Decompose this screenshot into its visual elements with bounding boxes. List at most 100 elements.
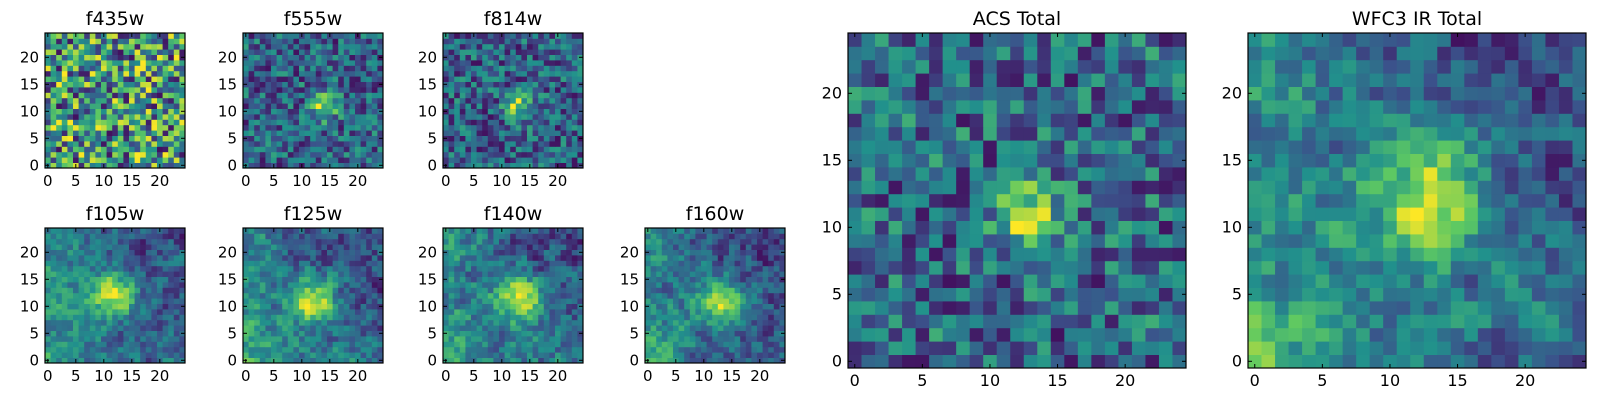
heatmap-cell <box>243 146 249 153</box>
heatmap-cell <box>327 87 333 93</box>
heatmap-cell <box>1091 301 1106 315</box>
heatmap-cell <box>129 303 135 310</box>
heatmap-cell <box>667 298 674 304</box>
heatmap-cell <box>521 292 528 299</box>
heatmap-cell <box>304 162 311 169</box>
heatmap-cell <box>566 130 573 136</box>
heatmap-cell <box>276 141 283 147</box>
heatmap-cell <box>61 92 68 99</box>
heatmap-cell <box>145 141 152 147</box>
heatmap-cell <box>723 341 730 348</box>
heatmap-cell <box>168 309 175 315</box>
heatmap-cell <box>265 309 272 315</box>
heatmap-cell <box>287 65 294 72</box>
heatmap-cell <box>493 103 500 109</box>
heatmap-cell <box>321 341 328 348</box>
heatmap-cell <box>577 260 584 267</box>
heatmap-cell <box>538 65 545 72</box>
heatmap-cell <box>162 146 169 153</box>
heatmap-cell <box>73 157 79 163</box>
heatmap-cell <box>168 65 175 72</box>
heatmap-cell <box>304 357 311 364</box>
heatmap-cell <box>145 228 152 234</box>
heatmap-cell <box>729 298 735 304</box>
heatmap-cell <box>304 43 311 50</box>
heatmap-cell <box>538 255 545 261</box>
heatmap-cell <box>560 151 567 158</box>
heatmap-cell <box>315 319 322 326</box>
heatmap-cell <box>343 135 350 142</box>
heatmap-cell <box>538 303 545 310</box>
heatmap-cell <box>360 97 367 104</box>
heatmap-cell <box>459 276 466 283</box>
heatmap-cell <box>140 92 147 99</box>
heatmap-cell <box>527 287 533 294</box>
heatmap-cell <box>73 87 79 93</box>
heatmap-cell <box>173 249 180 256</box>
heatmap-cell <box>106 319 113 326</box>
heatmap-cell <box>577 228 584 234</box>
heatmap-cell <box>543 114 550 120</box>
heatmap-cell <box>343 130 350 136</box>
heatmap-cell <box>448 135 455 142</box>
heatmap-cell <box>701 233 707 240</box>
y-tick-label: 10 <box>218 102 237 120</box>
heatmap-cell <box>443 141 449 147</box>
heatmap-cell <box>929 287 944 302</box>
heatmap-cell <box>123 130 130 136</box>
heatmap-cell <box>751 255 758 261</box>
heatmap-cell <box>117 336 124 342</box>
heatmap-cell <box>482 92 489 99</box>
heatmap-cell <box>271 114 277 120</box>
heatmap-cell <box>276 151 283 158</box>
heatmap-cell <box>140 97 147 104</box>
heatmap-cell <box>355 249 361 256</box>
heatmap-cell <box>983 180 998 195</box>
heatmap-cell <box>140 38 147 45</box>
heatmap-cell <box>476 119 483 126</box>
heatmap-cell <box>571 330 578 337</box>
heatmap-cell <box>259 43 266 50</box>
heatmap-cell <box>493 157 500 163</box>
heatmap-cell <box>667 352 674 358</box>
heatmap-cell <box>1172 287 1187 302</box>
heatmap-cell <box>571 276 578 283</box>
heatmap-cell <box>543 135 550 142</box>
heatmap-cell <box>678 325 685 331</box>
heatmap-cell <box>254 346 261 353</box>
heatmap-cell <box>259 276 266 283</box>
heatmap-cell <box>1037 314 1052 329</box>
heatmap-cell <box>757 346 763 353</box>
heatmap-cell <box>487 124 494 131</box>
heatmap-cell <box>684 341 691 348</box>
heatmap-cell <box>773 341 780 348</box>
heatmap-cell <box>560 228 567 234</box>
heatmap-cell <box>482 119 489 126</box>
heatmap-cell <box>56 33 63 39</box>
heatmap-cell <box>61 38 68 45</box>
heatmap-cell <box>493 314 500 321</box>
heatmap-cell <box>476 114 483 120</box>
heatmap-cell <box>504 124 511 131</box>
heatmap-cell <box>129 271 135 277</box>
heatmap-cell <box>538 260 545 267</box>
heatmap-cell <box>84 287 91 294</box>
heatmap-cell <box>521 244 528 250</box>
heatmap-cell <box>861 314 876 329</box>
heatmap-cell <box>482 330 489 337</box>
heatmap-cell <box>695 336 702 342</box>
heatmap-cell <box>443 65 449 72</box>
heatmap-cell <box>482 260 489 267</box>
heatmap-cell <box>656 341 663 348</box>
heatmap-cell <box>349 292 356 299</box>
heatmap-cell <box>95 92 102 99</box>
heatmap-cell <box>50 76 57 82</box>
heatmap-cell <box>259 141 266 147</box>
heatmap-cell <box>942 301 957 315</box>
heatmap-cell <box>956 247 971 262</box>
heatmap-cell <box>67 54 74 61</box>
heatmap-cell <box>527 276 533 283</box>
heatmap-cell <box>145 81 152 88</box>
heatmap-cell <box>915 274 930 288</box>
heatmap-cell <box>527 336 533 342</box>
